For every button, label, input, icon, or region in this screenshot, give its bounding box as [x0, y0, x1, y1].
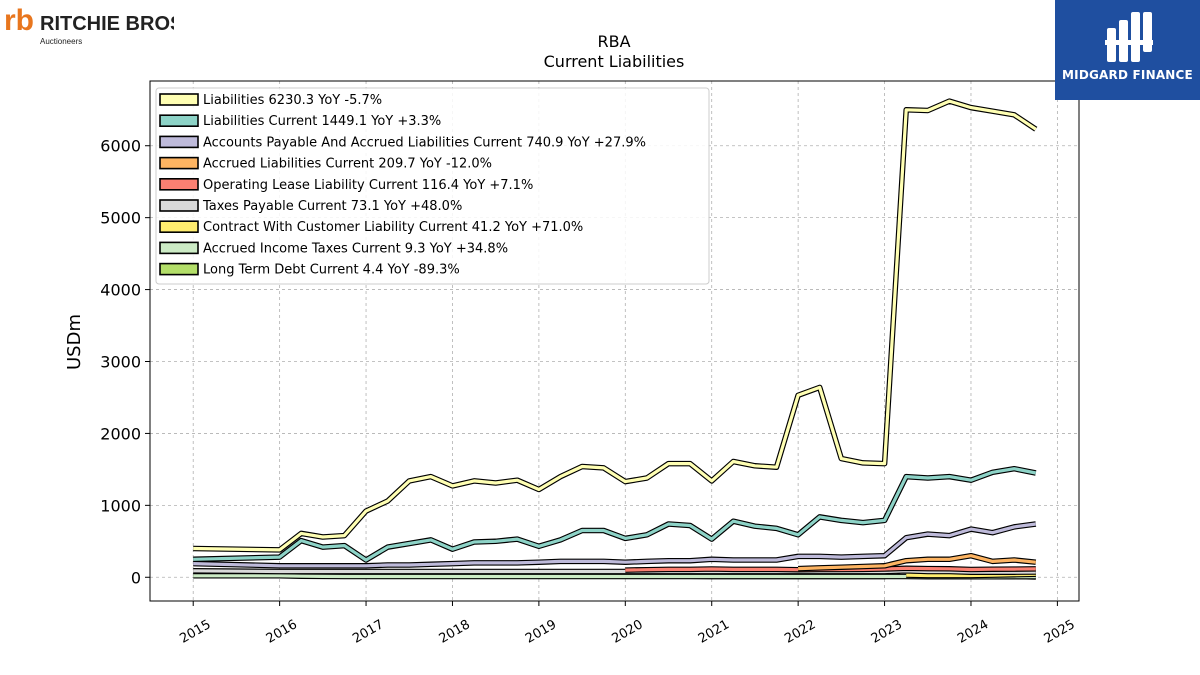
y-axis: 0 1000 2000 3000 4000 5000 6000: [100, 137, 150, 587]
series-line: [798, 554, 1036, 571]
x-tick-label: 2016: [264, 617, 300, 647]
legend-item: Accrued Liabilities Current 209.7 YoY -1…: [159, 156, 492, 172]
ritchie-bros-logo: rb RITCHIE BROS. Auctioneers: [4, 4, 189, 52]
legend-label: Taxes Payable Current 73.1 YoY +48.0%: [202, 199, 462, 214]
series-line: [193, 99, 1037, 552]
legend-label: Liabilities Current 1449.1 YoY +3.3%: [203, 114, 441, 129]
x-tick-label: 2018: [437, 617, 473, 647]
series-line: [193, 467, 1037, 562]
legend-label: Operating Lease Liability Current 116.4 …: [203, 178, 533, 193]
legend-label: Accrued Income Taxes Current 9.3 YoY +34…: [203, 241, 508, 256]
x-tick-label: 2025: [1042, 617, 1078, 647]
legend-swatch: [159, 135, 199, 149]
legend-item: Contract With Customer Liability Current…: [159, 220, 583, 235]
series-layer: [193, 98, 1038, 580]
legend-label: Accounts Payable And Accrued Liabilities…: [203, 135, 646, 150]
legend-label: Liabilities 6230.3 YoY -5.7%: [203, 93, 382, 108]
ritchie-bros-name: RITCHIE BROS.: [40, 13, 174, 35]
midgard-monogram-icon: [1105, 12, 1153, 62]
legend-swatch: [159, 199, 199, 212]
legend-swatch: [159, 262, 199, 276]
y-tick-label: 3000: [100, 352, 141, 371]
ritchie-bros-sub: Auctioneers: [40, 37, 82, 46]
series-liabilities: [193, 98, 1038, 553]
legend-swatch: [159, 156, 199, 170]
x-tick-label: 2020: [609, 617, 645, 647]
ritchie-bros-mark-icon: rb RITCHIE BROS. Auctioneers: [4, 4, 189, 46]
legend-swatch: [159, 114, 199, 127]
legend-frame: [155, 87, 710, 285]
legend: Liabilities 6230.3 YoY -5.7% Liabilities …: [155, 87, 710, 285]
x-tick-label: 2017: [350, 617, 386, 647]
y-tick-label: 2000: [100, 424, 141, 443]
series-line: [193, 522, 1037, 568]
x-tick-label: 2015: [177, 617, 213, 647]
x-tick-label: 2019: [523, 617, 559, 647]
y-tick-label: 4000: [100, 281, 141, 300]
legend-swatch: [159, 220, 199, 233]
legend-item: Operating Lease Liability Current 116.4 …: [159, 178, 533, 193]
y-tick-label: 6000: [100, 137, 141, 156]
series-accounts-payable-and-accrued-liabilities-current: [193, 521, 1037, 569]
svg-text:rb: rb: [4, 4, 34, 37]
series-accrued-liabilities-current: [798, 552, 1037, 572]
legend-swatch: [159, 241, 199, 255]
x-tick-label: 2022: [782, 617, 818, 647]
y-tick-label: 5000: [100, 209, 141, 228]
legend-item: Long Term Debt Current 4.4 YoY -89.3%: [159, 262, 460, 278]
x-tick-label: 2023: [869, 617, 905, 647]
series-liabilities-current: [193, 465, 1037, 563]
legend-label: Contract With Customer Liability Current…: [203, 220, 583, 235]
y-tick-label: 0: [131, 568, 141, 587]
legend-label: Long Term Debt Current 4.4 YoY -89.3%: [203, 263, 460, 278]
y-tick-label: 1000: [100, 496, 141, 515]
legend-swatch: [159, 178, 199, 191]
chart-subtitle: Current Liabilities: [544, 52, 685, 71]
legend-item: Liabilities Current 1449.1 YoY +3.3%: [159, 114, 441, 129]
legend-item: Accrued Income Taxes Current 9.3 YoY +34…: [159, 241, 508, 256]
x-tick-label: 2021: [696, 617, 732, 647]
x-tick-label: 2024: [955, 617, 991, 647]
plot-frame: [149, 80, 1080, 602]
legend-swatch: [159, 93, 199, 106]
midgard-finance-logo: MIDGARD FINANCE: [1055, 0, 1200, 100]
chart-title: RBA: [597, 32, 630, 51]
legend-item: Taxes Payable Current 73.1 YoY +48.0%: [159, 199, 462, 214]
legend-item: Liabilities 6230.3 YoY -5.7%: [159, 93, 382, 108]
midgard-finance-name: MIDGARD FINANCE: [1062, 68, 1193, 82]
legend-item: Accounts Payable And Accrued Liabilities…: [159, 135, 646, 150]
y-axis-label: USDm: [64, 314, 85, 370]
x-axis: 2015 2016 2017 2018 2019 2020 2021 2022 2023 2024…: [177, 601, 1078, 647]
legend-label: Accrued Liabilities Current 209.7 YoY -1…: [203, 157, 492, 172]
